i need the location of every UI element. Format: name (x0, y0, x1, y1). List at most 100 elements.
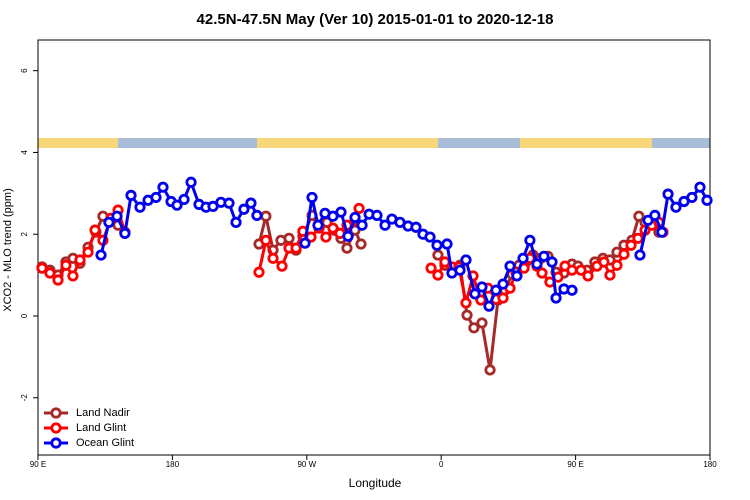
point (95, 249, 107, 261)
x-tick-label: 90 E (30, 460, 46, 469)
point (353, 202, 365, 215)
point (306, 191, 318, 204)
point (251, 209, 263, 222)
point (546, 256, 558, 268)
point (461, 309, 473, 321)
point (484, 364, 496, 376)
point (238, 203, 250, 215)
point (320, 231, 332, 243)
point (656, 226, 668, 238)
point (52, 274, 64, 286)
point (283, 232, 295, 244)
point (327, 222, 339, 234)
point (686, 191, 698, 204)
ocean-band (652, 138, 710, 148)
point (634, 249, 646, 261)
point (432, 249, 444, 261)
point (611, 259, 623, 271)
point (497, 292, 509, 304)
point (441, 238, 453, 250)
point (432, 269, 444, 281)
x-tick-label: 90 E (567, 460, 583, 469)
point (150, 191, 162, 204)
point (260, 210, 272, 222)
point (694, 181, 706, 193)
point (604, 269, 616, 281)
point (185, 176, 197, 188)
point (618, 248, 630, 260)
point (67, 270, 79, 282)
point (566, 284, 578, 296)
point (670, 201, 682, 213)
point (701, 194, 713, 206)
point (134, 201, 146, 213)
point (431, 239, 443, 251)
land-band (257, 138, 438, 148)
x-tick-label: 180 (166, 460, 180, 469)
point (245, 197, 257, 209)
point (341, 242, 353, 254)
point (632, 232, 644, 244)
series-line (99, 178, 709, 311)
point (349, 211, 361, 224)
plot-frame (37, 39, 711, 456)
legend: Land Nadir Land Glint Ocean Glint (44, 407, 134, 449)
y-tick-label: 4 (20, 150, 29, 155)
ocean-band (438, 138, 520, 148)
point (511, 270, 523, 282)
point (371, 209, 383, 222)
point (44, 267, 56, 279)
x-tick-label: 0 (439, 460, 444, 469)
point (410, 221, 422, 233)
point (379, 219, 391, 231)
point (524, 234, 536, 246)
point (550, 292, 562, 304)
point (74, 254, 86, 266)
legend-label: Land Nadir (76, 407, 130, 419)
point (469, 288, 481, 300)
point (536, 267, 548, 279)
x-tick-label: 180 (703, 460, 717, 469)
y-tick-label: -2 (20, 394, 29, 402)
point (355, 238, 367, 250)
point (662, 188, 674, 200)
legend-label: Land Glint (76, 422, 126, 434)
point (299, 237, 311, 249)
land-ocean-strip (38, 138, 710, 148)
point (497, 278, 509, 290)
chart-title: 42.5N-47.5N May (Ver 10) 2015-01-01 to 2… (197, 11, 554, 28)
point (649, 209, 661, 222)
point (356, 219, 368, 231)
y-axis-label: XCO2 - MLO trend (ppm) (2, 188, 14, 311)
legend-label: Ocean Glint (76, 437, 134, 449)
y-tick-label: 0 (20, 313, 29, 318)
point (454, 264, 466, 276)
x-tick-label: 90 W (297, 460, 316, 469)
point (566, 264, 578, 276)
point (517, 252, 529, 264)
point (327, 210, 339, 222)
point (468, 322, 480, 334)
point (625, 239, 637, 251)
point (312, 219, 324, 231)
point (531, 258, 543, 270)
point (111, 210, 123, 222)
point (260, 234, 272, 246)
point (538, 250, 550, 262)
legend-marker (50, 437, 62, 449)
point (125, 189, 137, 201)
point (276, 260, 288, 272)
point (476, 317, 488, 329)
point (119, 227, 131, 239)
point (582, 270, 594, 282)
point (290, 242, 302, 254)
point (82, 246, 94, 258)
point (103, 216, 115, 228)
point (483, 300, 495, 312)
land-band (520, 138, 652, 148)
y-tick-label: 6 (20, 68, 29, 73)
point (425, 262, 437, 274)
point (230, 216, 242, 228)
point (490, 284, 502, 296)
